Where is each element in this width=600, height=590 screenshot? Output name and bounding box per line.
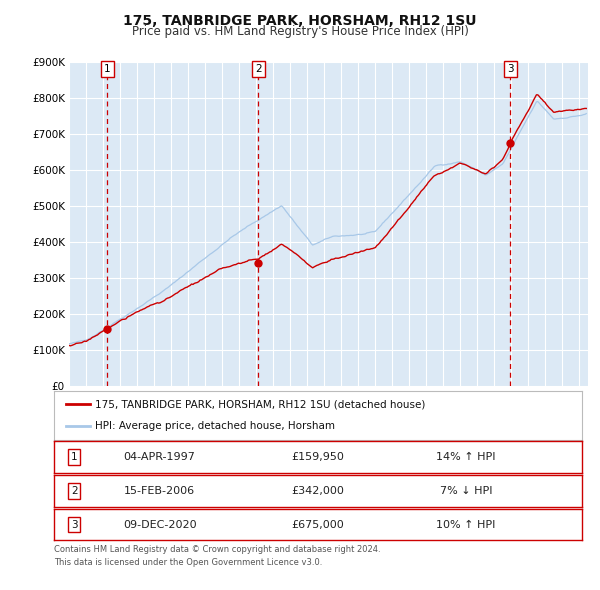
- Text: 2: 2: [255, 64, 262, 74]
- Text: 1: 1: [104, 64, 111, 74]
- Text: Contains HM Land Registry data © Crown copyright and database right 2024.: Contains HM Land Registry data © Crown c…: [54, 545, 380, 554]
- Text: 175, TANBRIDGE PARK, HORSHAM, RH12 1SU: 175, TANBRIDGE PARK, HORSHAM, RH12 1SU: [123, 14, 477, 28]
- Text: HPI: Average price, detached house, Horsham: HPI: Average price, detached house, Hors…: [95, 421, 335, 431]
- Text: This data is licensed under the Open Government Licence v3.0.: This data is licensed under the Open Gov…: [54, 558, 322, 567]
- Text: 10% ↑ HPI: 10% ↑ HPI: [436, 520, 496, 529]
- Text: 09-DEC-2020: 09-DEC-2020: [123, 520, 196, 529]
- Text: 14% ↑ HPI: 14% ↑ HPI: [436, 453, 496, 462]
- Text: £342,000: £342,000: [292, 486, 344, 496]
- Text: £159,950: £159,950: [292, 453, 344, 462]
- Text: 7% ↓ HPI: 7% ↓ HPI: [440, 486, 492, 496]
- Text: 3: 3: [507, 64, 514, 74]
- Text: 1: 1: [71, 453, 77, 462]
- Text: £675,000: £675,000: [292, 520, 344, 529]
- Text: Price paid vs. HM Land Registry's House Price Index (HPI): Price paid vs. HM Land Registry's House …: [131, 25, 469, 38]
- Text: 175, TANBRIDGE PARK, HORSHAM, RH12 1SU (detached house): 175, TANBRIDGE PARK, HORSHAM, RH12 1SU (…: [95, 399, 425, 409]
- Text: 3: 3: [71, 520, 77, 529]
- Text: 2: 2: [71, 486, 77, 496]
- Text: 04-APR-1997: 04-APR-1997: [124, 453, 196, 462]
- Text: 15-FEB-2006: 15-FEB-2006: [124, 486, 195, 496]
